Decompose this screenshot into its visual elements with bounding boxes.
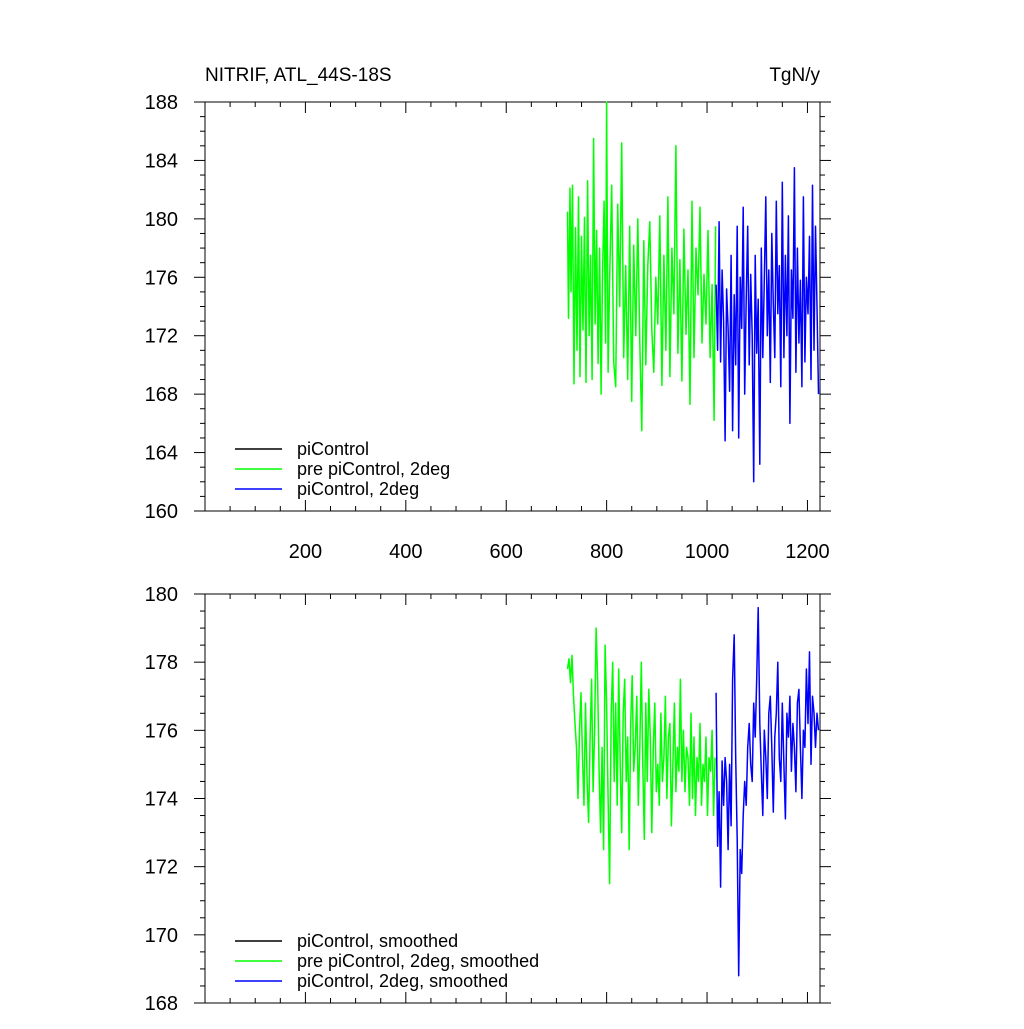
y-tick-label: 174 bbox=[145, 789, 178, 811]
series-line-3 bbox=[715, 166, 820, 483]
series-line-2 bbox=[566, 101, 717, 432]
legend-label: piControl bbox=[297, 439, 369, 459]
y-tick-label: 178 bbox=[145, 652, 178, 674]
y-tick-label: 160 bbox=[145, 501, 178, 523]
y-tick-label: 172 bbox=[145, 857, 178, 879]
x-tick-label: 1200 bbox=[785, 541, 830, 563]
chart-units: TgN/y bbox=[769, 65, 820, 86]
legend-label: pre piControl, 2deg bbox=[297, 459, 450, 479]
panel-2: 168 170 172 174 176 178 180 piControl, smoothed… bbox=[145, 584, 831, 1015]
y-tick-label: 180 bbox=[145, 584, 178, 606]
x-tick-label: 1000 bbox=[685, 541, 730, 563]
series-line-2 bbox=[566, 627, 716, 885]
y-tick-label: 176 bbox=[145, 267, 178, 289]
y-tick-label: 168 bbox=[145, 993, 178, 1015]
y-tick-label: 180 bbox=[145, 209, 178, 231]
y-tick-label: 188 bbox=[145, 92, 178, 114]
y-tick-label: 170 bbox=[145, 925, 178, 947]
y-tick-label: 184 bbox=[145, 150, 178, 172]
legend-label: pre piControl, 2deg, smoothed bbox=[297, 951, 539, 971]
legend-label: piControl, smoothed bbox=[297, 931, 458, 951]
panel-1: 160 164 168 172 176 180 184 188 200 400 600 800 1000… bbox=[145, 65, 831, 563]
legend-label: piControl, 2deg bbox=[297, 479, 419, 499]
x-tick-label: 600 bbox=[490, 541, 523, 563]
y-tick-label: 172 bbox=[145, 326, 178, 348]
series-line-3 bbox=[715, 606, 820, 977]
y-tick-label: 168 bbox=[145, 384, 178, 406]
y-tick-label: 176 bbox=[145, 720, 178, 742]
chart-title: NITRIF, ATL_44S-18S bbox=[205, 65, 392, 86]
y-tick-label: 164 bbox=[145, 443, 178, 465]
legend-label: piControl, 2deg, smoothed bbox=[297, 971, 508, 991]
x-tick-label: 400 bbox=[389, 541, 422, 563]
x-tick-label: 800 bbox=[590, 541, 623, 563]
x-tick-label: 200 bbox=[289, 541, 322, 563]
